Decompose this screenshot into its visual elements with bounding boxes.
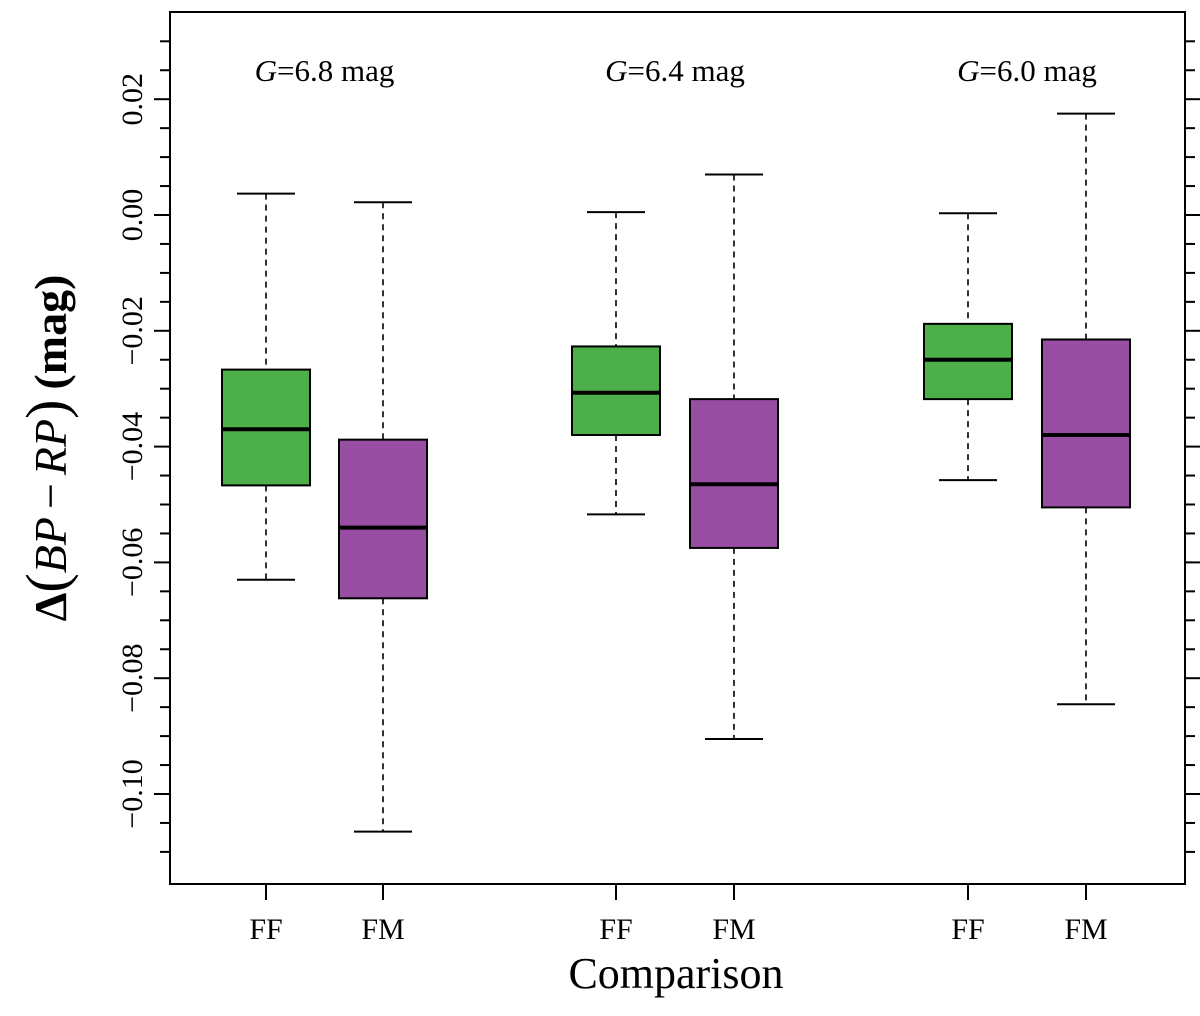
box-iqr: [571, 345, 661, 437]
y-label-unit: (mag): [25, 275, 76, 390]
y-tick-label: −0.02: [116, 296, 149, 365]
box-iqr: [1041, 338, 1131, 509]
x-tick-label: FM: [361, 913, 404, 946]
y-tick-labels: −0.10 −0.08 −0.06 −0.04 −0.02 0.00 0.02: [116, 73, 149, 829]
y-tick-label: −0.08: [116, 643, 149, 712]
annotation-value: =6.8 mag: [277, 53, 394, 88]
y-axis-label: Δ(BP − RP) (mag): [14, 275, 79, 622]
y-label-close-paren: ): [14, 400, 79, 419]
box-iqr: [689, 398, 779, 549]
x-tick-label: FF: [249, 913, 282, 946]
annotation-italic-g: G: [255, 53, 277, 88]
y-label-open-paren: (: [14, 573, 79, 592]
x-tick-label: FM: [1064, 913, 1107, 946]
y-label-delta: Δ: [25, 592, 76, 621]
box-fm: [1041, 112, 1131, 706]
x-ticks: FF FM FF FM FF FM: [249, 884, 1108, 946]
group-annotation: G=6.4 mag: [605, 53, 745, 88]
x-tick-label: FM: [712, 913, 755, 946]
group-annotations: G=6.8 mag G=6.4 mag G=6.0 mag: [255, 53, 1097, 88]
y-tick-label: −0.04: [116, 412, 149, 481]
y-ticks-right: [1185, 40, 1200, 853]
y-label-bp: BP: [25, 517, 76, 573]
group-annotation: G=6.8 mag: [255, 53, 395, 88]
box-fm: [689, 173, 779, 740]
group-annotation: G=6.0 mag: [957, 53, 1097, 88]
plot-frame: [169, 11, 1186, 885]
y-label-minus: −: [25, 483, 76, 509]
x-tick-label: FF: [599, 913, 632, 946]
box-fm: [338, 201, 428, 833]
y-label-rp: RP: [25, 419, 76, 476]
y-ticks-left: [154, 40, 170, 853]
x-tick-label: FF: [951, 913, 984, 946]
box-ff: [571, 211, 661, 516]
y-tick-label: −0.10: [116, 759, 149, 828]
box-iqr: [338, 438, 428, 600]
boxes: [221, 112, 1131, 833]
box-ff: [923, 212, 1013, 482]
annotation-italic-g: G: [605, 53, 627, 88]
annotation-value: =6.0 mag: [980, 53, 1097, 88]
y-tick-label: 0.02: [116, 73, 149, 126]
x-axis-label: Comparison: [568, 949, 783, 998]
annotation-italic-g: G: [957, 53, 979, 88]
box-ff: [221, 192, 311, 581]
annotation-value: =6.4 mag: [628, 53, 745, 88]
y-tick-label: 0.00: [116, 189, 149, 242]
y-tick-label: −0.06: [116, 528, 149, 597]
